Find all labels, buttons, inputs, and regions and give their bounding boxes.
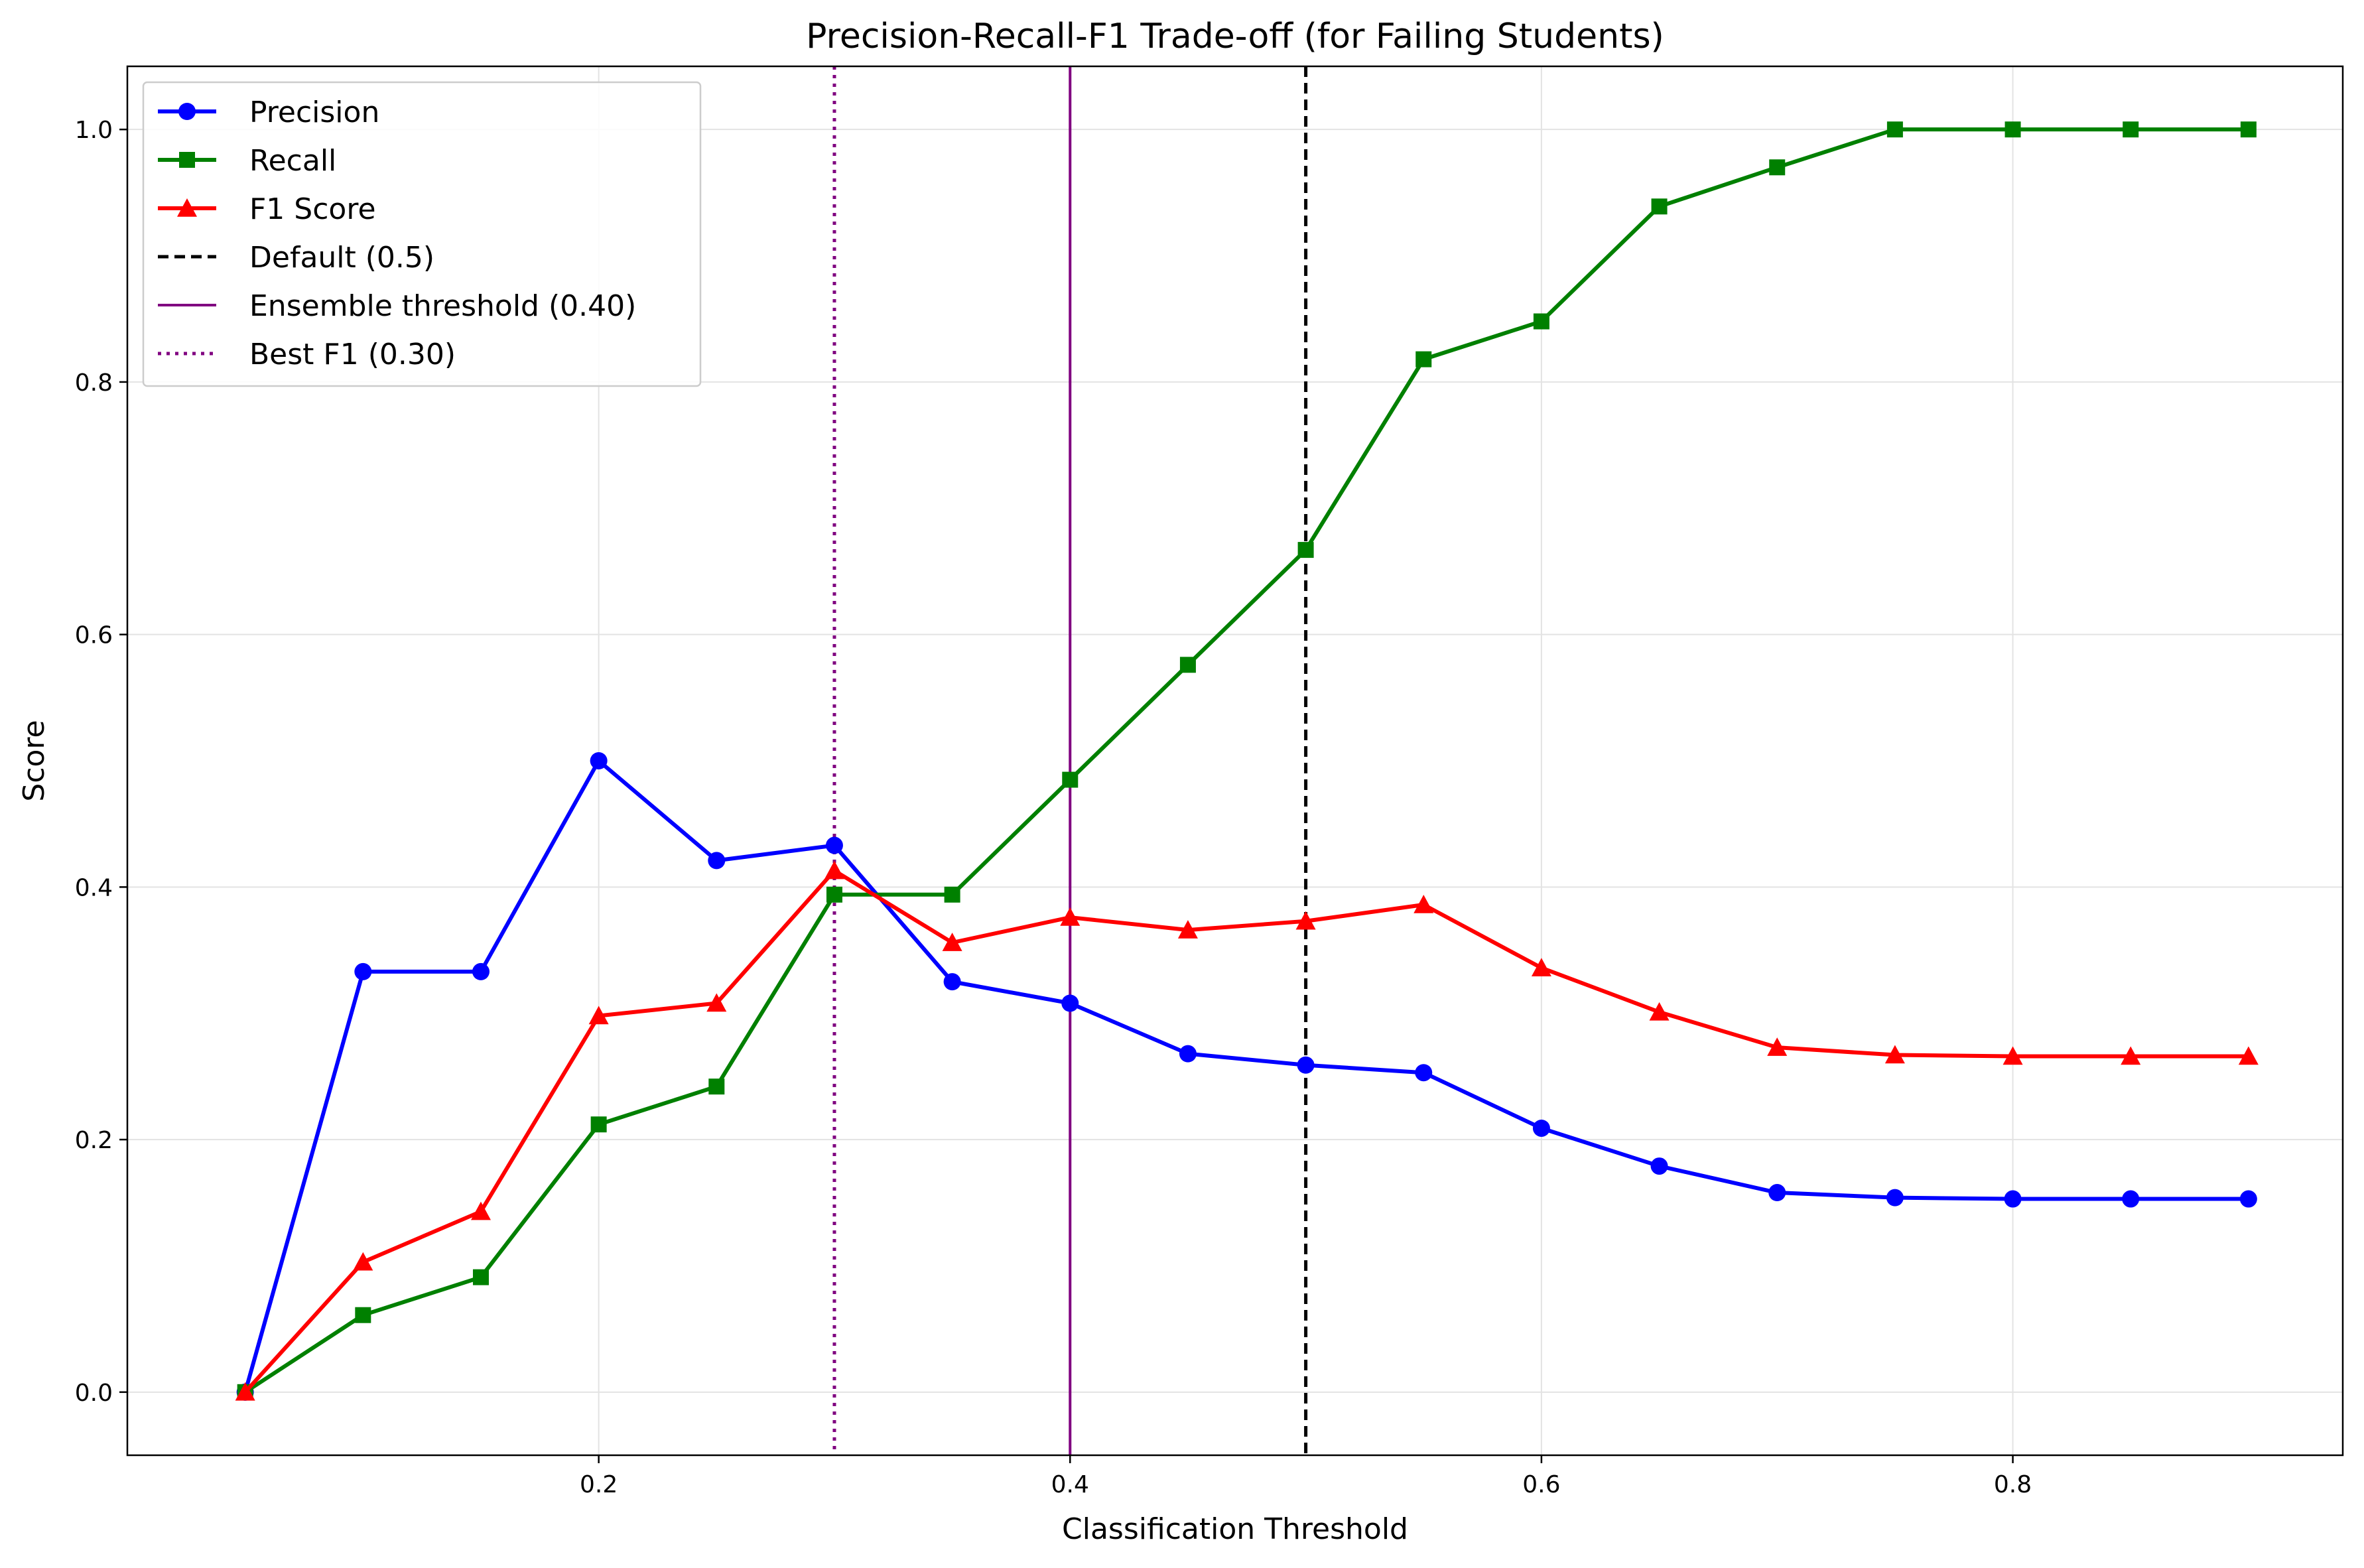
- data-point: [1061, 994, 1079, 1012]
- data-point: [354, 962, 372, 980]
- series-line: [244, 127, 2249, 1394]
- data-point: [1769, 159, 1786, 176]
- data-point: [1415, 351, 1432, 367]
- data-point: [1297, 542, 1314, 558]
- data-point: [706, 993, 727, 1012]
- data-point: [944, 886, 960, 903]
- data-point: [1297, 1056, 1315, 1074]
- x-axis-ticks: 0.2 0.4 0.6 0.8: [580, 1455, 2032, 1498]
- x-tick-label: 0.2: [580, 1471, 618, 1498]
- legend-label: Default (0.5): [249, 241, 434, 275]
- legend-label: F1 Score: [249, 192, 376, 226]
- data-point: [2122, 1190, 2140, 1208]
- y-axis-label: Score: [17, 720, 51, 801]
- data-point: [1062, 771, 1079, 788]
- x-tick-label: 0.6: [1522, 1471, 1560, 1498]
- data-point: [1886, 1189, 1904, 1207]
- data-point: [355, 1307, 371, 1323]
- data-point: [590, 1116, 607, 1133]
- data-point: [2240, 121, 2257, 138]
- data-point: [1531, 958, 1551, 976]
- data-point: [1177, 920, 1198, 939]
- data-point: [588, 1006, 609, 1025]
- y-tick-label: 0.4: [75, 874, 113, 901]
- data-point: [353, 1252, 373, 1271]
- data-point: [2004, 121, 2021, 138]
- data-point: [2004, 1190, 2022, 1208]
- series-group: [235, 121, 2259, 1401]
- series-line: [243, 759, 2249, 1393]
- data-point: [1415, 1064, 1433, 1082]
- series: [236, 752, 2257, 1401]
- data-point: [826, 886, 842, 903]
- x-tick-label: 0.4: [1051, 1471, 1089, 1498]
- legend-label: Ensemble threshold (0.40): [249, 289, 636, 323]
- y-tick-label: 0.0: [75, 1380, 113, 1407]
- data-point: [1651, 198, 1668, 215]
- data-point: [1884, 1045, 1905, 1064]
- series-line: [243, 868, 2249, 1394]
- series: [235, 860, 2259, 1401]
- legend-marker: [177, 198, 197, 217]
- data-point: [1767, 1037, 1788, 1056]
- data-point: [2238, 1046, 2259, 1065]
- data-point: [942, 933, 962, 951]
- data-point: [1060, 907, 1081, 926]
- data-point: [1886, 121, 1903, 138]
- data-point: [1295, 911, 1316, 930]
- data-point: [2003, 1046, 2023, 1065]
- data-point: [1649, 1002, 1670, 1021]
- data-point: [2123, 121, 2139, 138]
- chart-title: Precision-Recall-F1 Trade-off (for Faili…: [806, 17, 1664, 56]
- data-point: [1768, 1184, 1786, 1202]
- data-point: [708, 1078, 725, 1095]
- reference-lines: [832, 66, 1308, 1455]
- data-point: [472, 1269, 489, 1285]
- data-point: [708, 852, 726, 870]
- plot-frame: [126, 65, 2344, 1457]
- data-point: [235, 1382, 255, 1401]
- data-point: [1413, 895, 1434, 913]
- data-point: [1179, 1045, 1197, 1063]
- legend-label: Best F1 (0.30): [249, 338, 456, 371]
- y-tick-label: 1.0: [75, 117, 113, 144]
- data-point: [1533, 313, 1549, 330]
- y-tick-label: 0.8: [75, 369, 113, 397]
- y-tick-label: 0.2: [75, 1127, 113, 1154]
- data-point: [943, 973, 961, 991]
- y-axis-ticks: 0.0 0.2 0.4 0.6 0.8 1.0: [75, 117, 127, 1407]
- legend-marker: [179, 152, 195, 168]
- data-point: [472, 962, 490, 980]
- legend-box: [142, 81, 702, 387]
- data-point: [470, 1201, 491, 1220]
- x-axis-label: Classification Threshold: [1062, 1512, 1408, 1546]
- y-tick-label: 0.6: [75, 622, 113, 649]
- legend-label: Recall: [249, 144, 336, 178]
- legend-label: Precision: [249, 96, 379, 129]
- data-point: [825, 836, 843, 854]
- legend: Precision Recall F1 Score Default (0.5) Ense…: [142, 81, 702, 387]
- data-point: [590, 752, 608, 769]
- data-point: [824, 860, 844, 880]
- data-point: [2121, 1046, 2141, 1065]
- data-point: [1650, 1157, 1668, 1175]
- x-tick-label: 0.8: [1994, 1471, 2032, 1498]
- legend-marker: [178, 103, 196, 120]
- data-point: [2239, 1190, 2257, 1208]
- data-point: [1179, 657, 1196, 673]
- data-point: [1532, 1119, 1550, 1137]
